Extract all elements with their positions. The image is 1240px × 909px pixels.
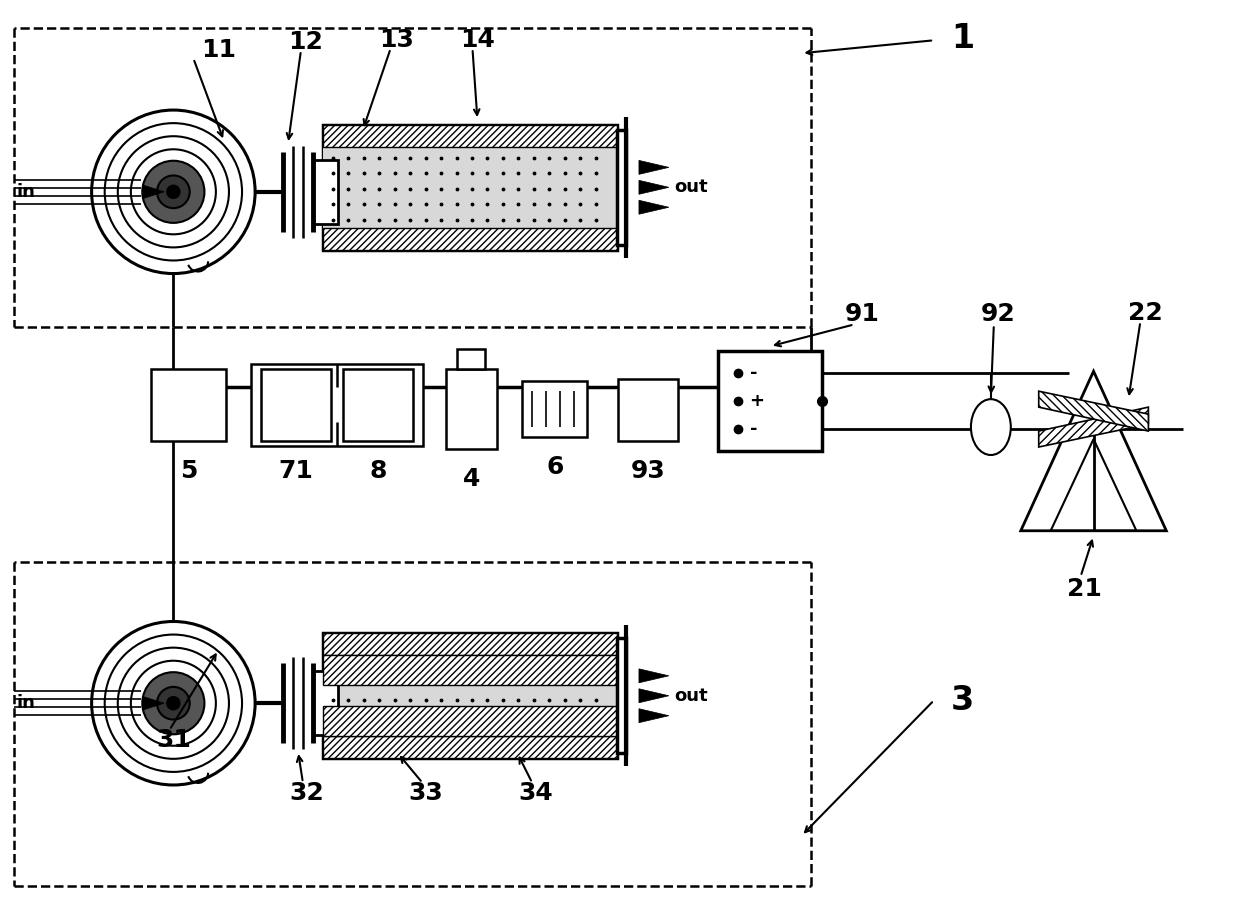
Text: 5: 5 bbox=[180, 459, 197, 483]
Bar bbox=[322, 634, 618, 655]
Circle shape bbox=[104, 634, 242, 772]
Text: 13: 13 bbox=[378, 28, 414, 53]
Text: -: - bbox=[750, 420, 758, 438]
Text: 8: 8 bbox=[370, 459, 387, 483]
Polygon shape bbox=[143, 696, 164, 710]
Bar bbox=[618, 130, 626, 245]
Text: 34: 34 bbox=[518, 781, 553, 805]
Polygon shape bbox=[143, 185, 164, 199]
Text: 14: 14 bbox=[460, 28, 495, 53]
Circle shape bbox=[92, 622, 255, 785]
Bar bbox=[322, 227, 618, 250]
Bar bbox=[322, 736, 618, 758]
Text: 1: 1 bbox=[951, 22, 975, 55]
Circle shape bbox=[118, 136, 229, 247]
Text: 92: 92 bbox=[981, 303, 1016, 326]
Text: in: in bbox=[17, 694, 36, 713]
Polygon shape bbox=[639, 160, 668, 175]
Bar bbox=[312, 672, 337, 735]
Circle shape bbox=[157, 175, 190, 208]
Text: 71: 71 bbox=[279, 459, 314, 483]
Bar bbox=[262, 369, 331, 441]
Text: 22: 22 bbox=[1128, 302, 1163, 325]
Bar bbox=[618, 638, 626, 753]
Bar bbox=[342, 369, 413, 441]
Circle shape bbox=[167, 185, 180, 198]
Text: 6: 6 bbox=[546, 455, 563, 479]
Polygon shape bbox=[639, 200, 668, 215]
Text: 33: 33 bbox=[409, 781, 444, 805]
Circle shape bbox=[157, 687, 190, 720]
Text: 12: 12 bbox=[288, 30, 322, 55]
Text: 3: 3 bbox=[951, 684, 975, 717]
Ellipse shape bbox=[971, 399, 1011, 455]
Circle shape bbox=[131, 149, 216, 235]
Polygon shape bbox=[1039, 407, 1148, 447]
Polygon shape bbox=[639, 180, 668, 195]
Circle shape bbox=[143, 161, 205, 223]
Text: out: out bbox=[673, 178, 708, 196]
Text: -: - bbox=[750, 365, 758, 383]
Bar bbox=[322, 147, 618, 227]
Text: 4: 4 bbox=[463, 467, 480, 491]
Text: 93: 93 bbox=[630, 459, 666, 483]
Polygon shape bbox=[1039, 391, 1148, 431]
Bar bbox=[718, 351, 822, 451]
Polygon shape bbox=[639, 669, 668, 683]
Circle shape bbox=[118, 647, 229, 759]
Bar bbox=[522, 381, 587, 437]
Polygon shape bbox=[639, 709, 668, 723]
Text: 21: 21 bbox=[1066, 576, 1101, 601]
Bar bbox=[322, 655, 618, 685]
Bar bbox=[151, 369, 226, 441]
Text: 31: 31 bbox=[156, 728, 191, 752]
Circle shape bbox=[143, 672, 205, 734]
Text: in: in bbox=[17, 183, 36, 201]
Bar bbox=[322, 706, 618, 736]
Bar bbox=[445, 369, 497, 449]
Bar bbox=[322, 634, 618, 758]
Polygon shape bbox=[639, 689, 668, 703]
Bar bbox=[312, 160, 337, 224]
Text: +: + bbox=[750, 392, 765, 410]
Bar bbox=[322, 125, 618, 250]
Bar bbox=[322, 125, 618, 147]
Circle shape bbox=[167, 696, 180, 710]
Bar bbox=[322, 685, 618, 706]
Text: 11: 11 bbox=[201, 38, 237, 62]
Circle shape bbox=[131, 661, 216, 745]
Text: out: out bbox=[673, 687, 708, 704]
Bar bbox=[458, 349, 485, 369]
Text: 91: 91 bbox=[844, 303, 879, 326]
Text: 32: 32 bbox=[289, 781, 324, 805]
Circle shape bbox=[104, 123, 242, 261]
Bar bbox=[618, 379, 678, 441]
Circle shape bbox=[92, 110, 255, 274]
Bar bbox=[252, 365, 423, 446]
